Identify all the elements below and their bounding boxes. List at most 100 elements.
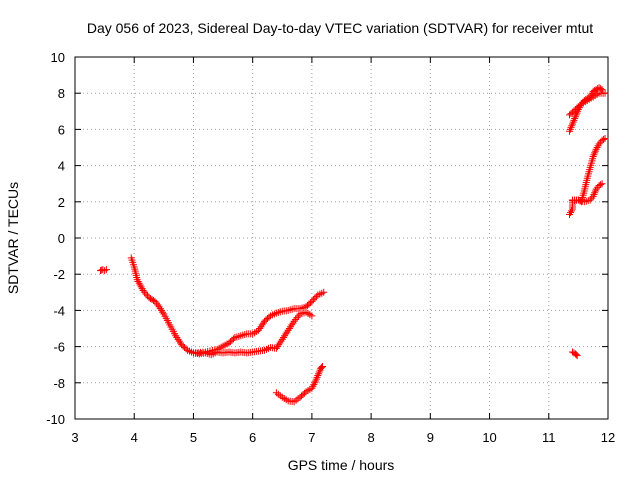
data-point [279, 334, 287, 342]
y-tick-label: -4 [53, 303, 65, 318]
data-point [257, 323, 265, 331]
data-point [590, 151, 598, 159]
y-tick-label: 0 [58, 231, 65, 246]
data-point [272, 344, 280, 352]
data-point [288, 321, 296, 329]
x-tick-label: 6 [249, 430, 256, 445]
data-point [172, 332, 180, 340]
data-point [594, 142, 602, 150]
data-point [308, 297, 316, 305]
data-point [314, 372, 322, 380]
x-tick-label: 5 [190, 430, 197, 445]
y-tick-label: -10 [46, 412, 65, 427]
data-point [256, 325, 264, 332]
data-point [282, 330, 290, 338]
y-tick-labels: -10 -8 -6 -4 -2 0 2 4 6 8 10 [46, 50, 65, 427]
x-axis-label: GPS time / hours [288, 457, 395, 473]
data-point [308, 312, 316, 320]
data-point [593, 144, 601, 151]
data-point [601, 89, 609, 97]
x-tick-label: 7 [308, 430, 315, 445]
y-tick-label: 8 [58, 86, 65, 101]
data-point [571, 115, 579, 123]
data-point [289, 319, 297, 327]
data-point [151, 297, 159, 305]
data-point [566, 127, 574, 135]
y-tick-label: 10 [51, 50, 65, 65]
data-point [569, 118, 577, 126]
data-point [600, 135, 608, 143]
data-point [592, 185, 600, 193]
data-point [568, 348, 576, 356]
data-point [293, 314, 301, 322]
x-tick-label: 4 [131, 430, 138, 445]
data-point [133, 276, 141, 284]
data-point [566, 125, 574, 133]
data-point [255, 326, 263, 334]
data-point [145, 294, 153, 302]
data-point [258, 321, 266, 329]
data-point [155, 303, 163, 311]
data-point [315, 368, 323, 376]
data-point [571, 350, 579, 358]
data-point [141, 288, 149, 296]
data-point [318, 363, 326, 371]
data-point [591, 187, 599, 195]
data-point [590, 191, 598, 199]
data-point [568, 122, 576, 130]
data-point [174, 335, 182, 343]
data-point [589, 192, 597, 200]
x-tick-label: 11 [542, 430, 556, 445]
data-point [276, 339, 284, 347]
data-point [274, 343, 282, 351]
y-tick-label: -2 [53, 267, 65, 282]
data-point [139, 286, 147, 294]
y-tick-label: 6 [58, 122, 65, 137]
data-point [147, 295, 155, 303]
x-tick-label: 10 [482, 430, 496, 445]
data-point [597, 181, 605, 189]
data-point [156, 305, 164, 313]
data-point [317, 364, 325, 372]
data-point [277, 337, 285, 345]
data-point [591, 149, 599, 157]
data-point [310, 381, 318, 389]
data-point [598, 136, 606, 144]
y-axis-label: SDTVAR / TECUs [5, 182, 21, 294]
data-point [313, 373, 321, 381]
data-point [278, 335, 286, 343]
x-tick-labels: 3 4 5 6 7 8 9 10 11 12 [71, 430, 615, 445]
data-point [142, 290, 150, 298]
data-point [589, 153, 597, 161]
x-tick-label: 3 [71, 430, 78, 445]
data-point [306, 299, 314, 307]
data-point [284, 326, 292, 334]
plot-frame [74, 56, 609, 420]
data-point [598, 180, 606, 188]
data-point [290, 317, 298, 325]
grid-lines [75, 57, 608, 419]
data-point [309, 296, 317, 304]
data-point [311, 379, 319, 387]
data-point [312, 377, 320, 385]
data-point [570, 116, 578, 124]
data-point [102, 266, 110, 274]
y-tick-label: 2 [58, 195, 65, 210]
data-point [134, 277, 142, 285]
data-point [566, 210, 574, 218]
data-point [595, 140, 603, 148]
data-point [573, 352, 581, 360]
data-point [287, 323, 295, 331]
data-point [292, 315, 300, 323]
data-point [285, 325, 293, 332]
data-point [571, 113, 579, 121]
data-point [567, 207, 575, 215]
data-point [137, 283, 145, 291]
data-point [101, 267, 109, 275]
data-point [135, 279, 143, 287]
data-point [136, 281, 144, 289]
x-tick-label: 8 [367, 430, 374, 445]
data-point [309, 382, 317, 390]
data-point [592, 86, 600, 94]
